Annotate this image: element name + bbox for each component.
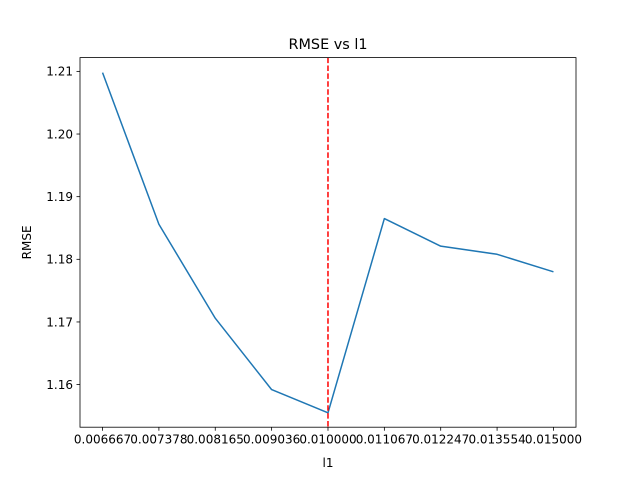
chart-title: RMSE vs l1 (289, 37, 368, 53)
y-tick-label: 1.16 (46, 378, 73, 392)
y-tick-label: 1.19 (46, 190, 73, 204)
x-tick-label: 0.008165 (187, 433, 244, 447)
y-tick-label: 1.21 (46, 65, 73, 79)
x-axis-ticks: 0.006667 0.007378 0.008165 0.009036 0.010000… (74, 427, 582, 447)
plot-frame (79, 57, 577, 428)
x-tick-label: 0.015000 (525, 433, 582, 447)
x-axis-label: l1 (323, 456, 334, 470)
x-tick-label: 0.007378 (130, 433, 187, 447)
y-axis-ticks: 1.16 1.17 1.18 1.19 1.20 1.21 (46, 65, 80, 392)
x-tick-label: 0.011067 (356, 433, 413, 447)
x-tick-label: 0.012247 (412, 433, 469, 447)
y-axis-label: RMSE (20, 225, 34, 259)
x-tick-label: 0.009036 (243, 433, 300, 447)
x-tick-label: 0.006667 (74, 433, 131, 447)
y-tick-label: 1.18 (46, 253, 73, 267)
x-tick-label: 0.013554 (468, 433, 525, 447)
y-tick-label: 1.20 (46, 127, 73, 141)
x-tick-label: 0.010000 (299, 433, 356, 447)
y-tick-label: 1.17 (46, 315, 73, 329)
plot-marks (101, 57, 554, 428)
